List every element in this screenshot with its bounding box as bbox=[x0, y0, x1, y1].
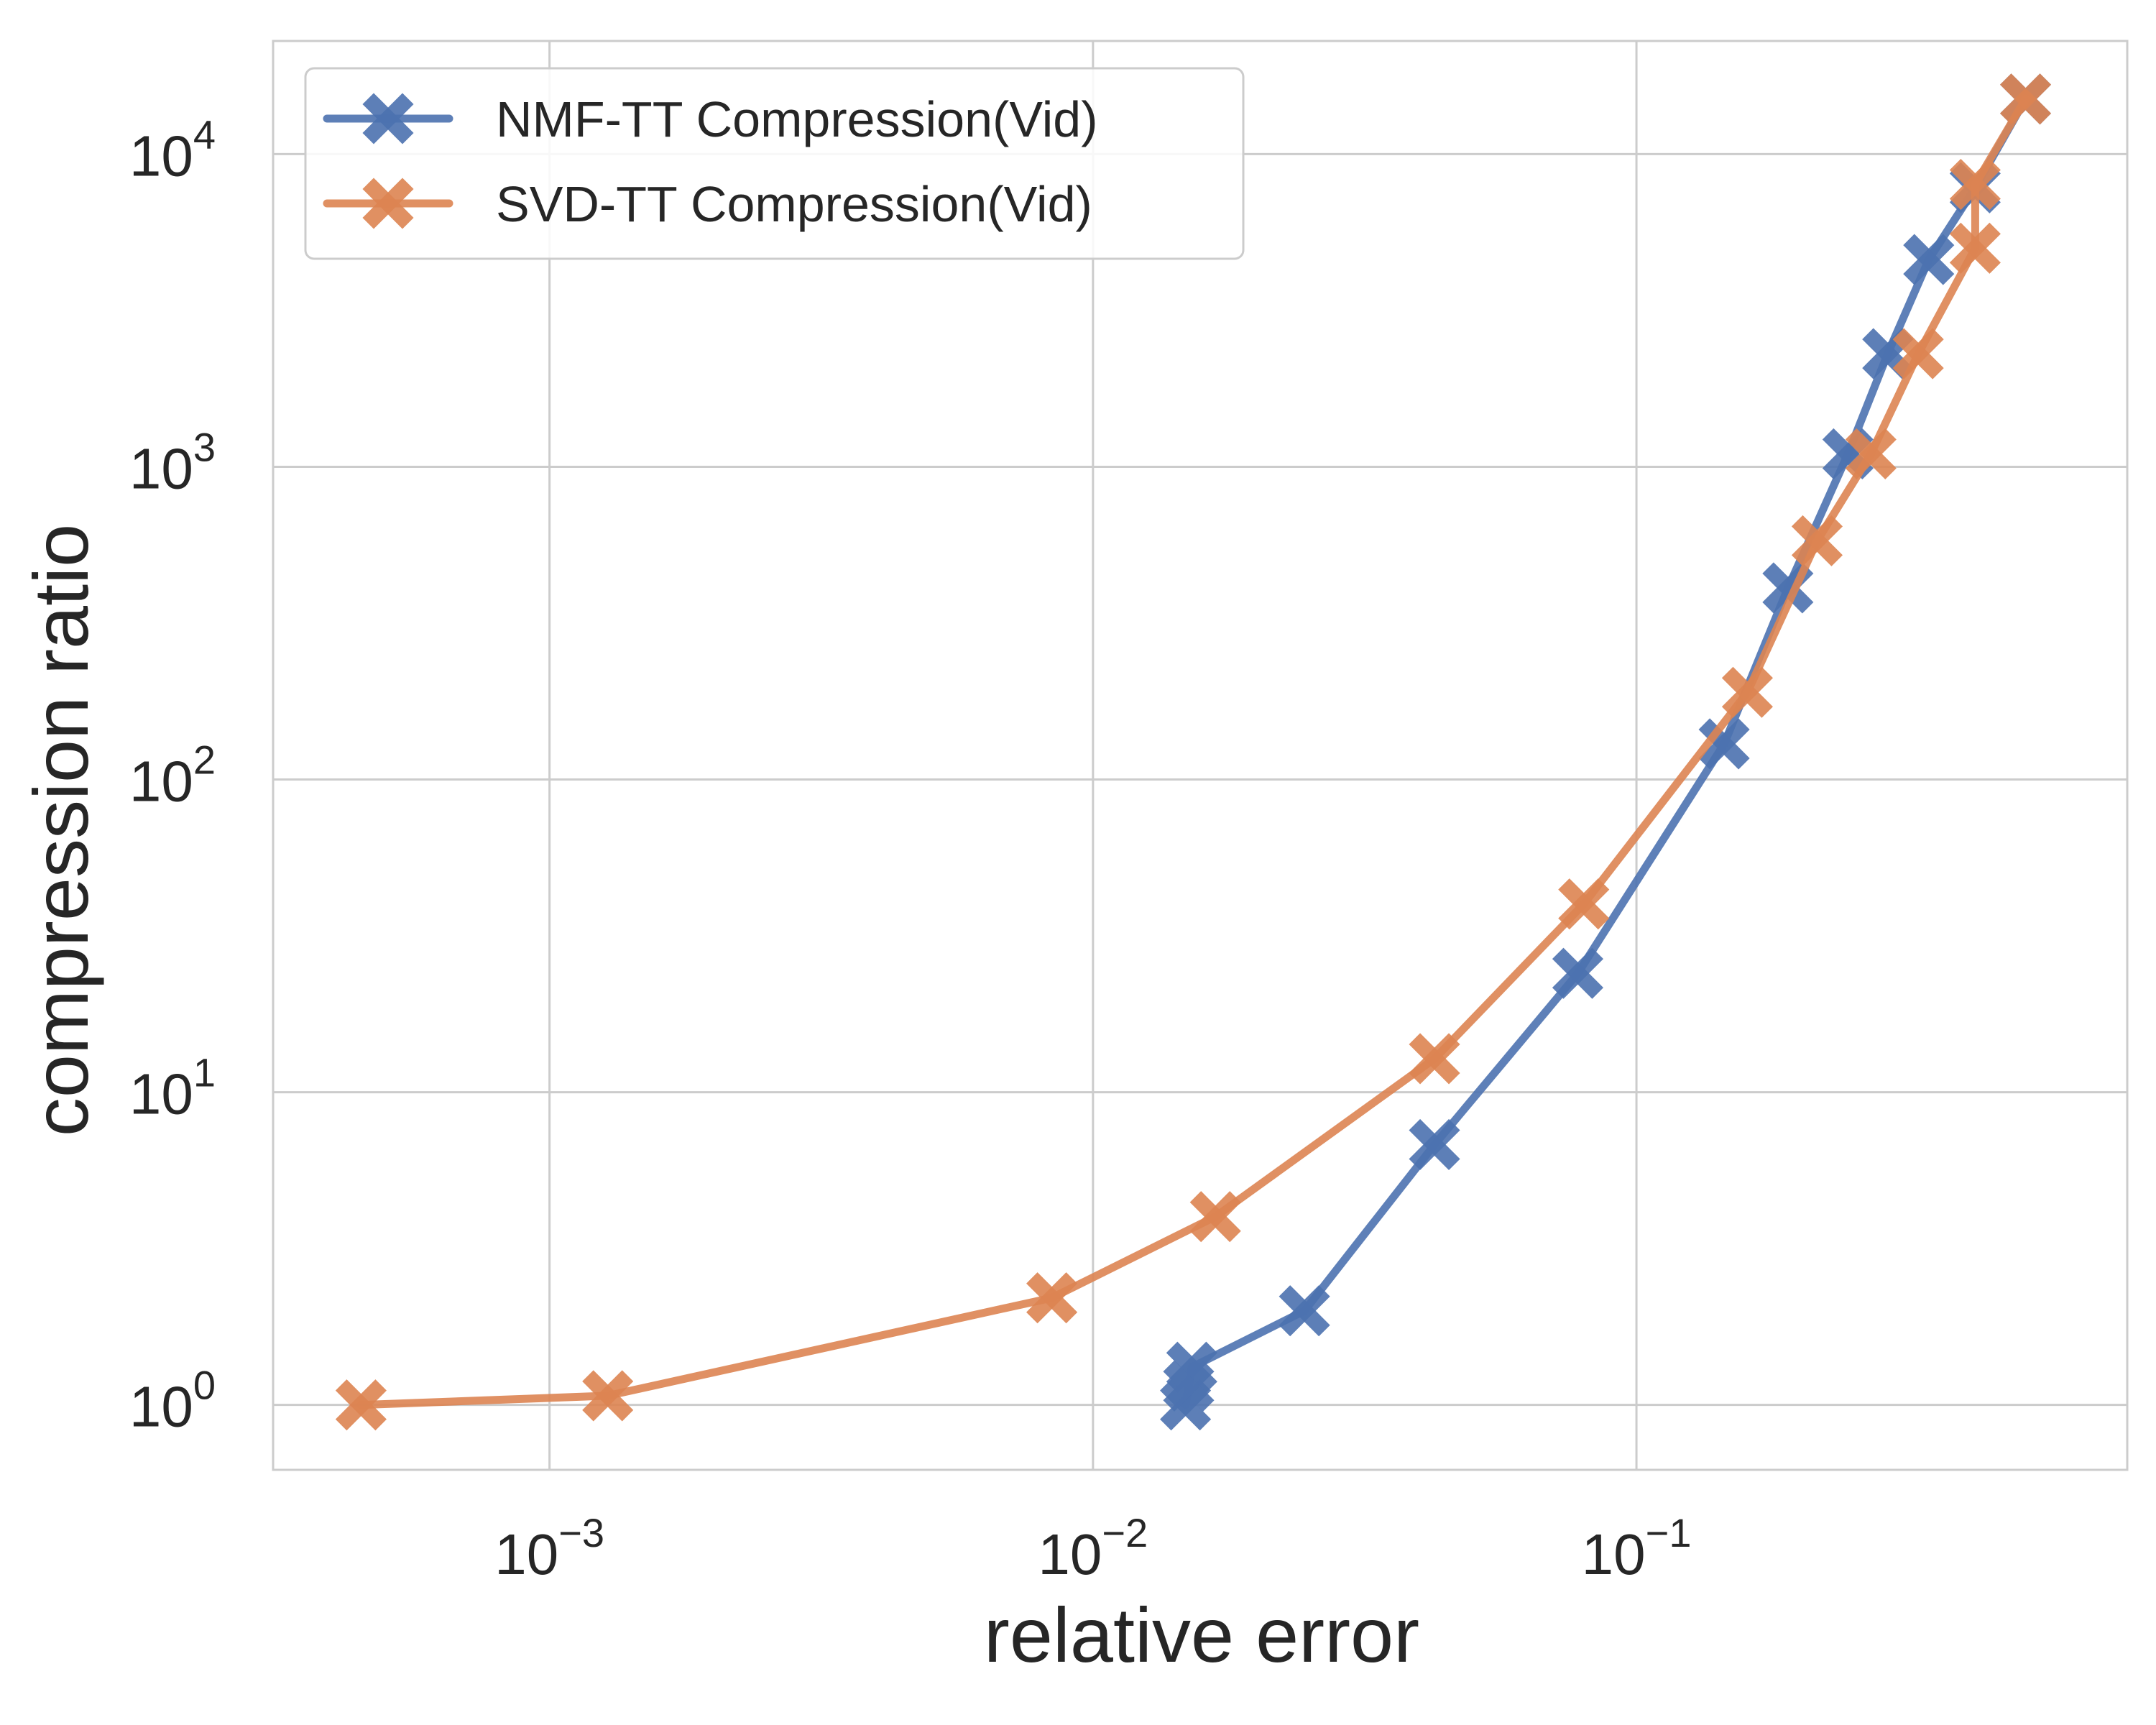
y-tick-exponent: 1 bbox=[193, 1050, 216, 1095]
y-tick-base: 10 bbox=[129, 124, 193, 188]
series-layer bbox=[335, 73, 2052, 1431]
data-point-stroke bbox=[1903, 234, 1955, 285]
y-tick-base: 10 bbox=[129, 1062, 193, 1126]
data-point-stroke bbox=[1552, 947, 1604, 999]
data-point-stroke bbox=[1949, 158, 2001, 211]
data-point bbox=[1949, 222, 2001, 274]
data-point-stroke bbox=[1949, 222, 2001, 274]
y-tick-exponent: 4 bbox=[193, 111, 216, 157]
data-point bbox=[1279, 1285, 1330, 1337]
legend-item: NMF-TT Compression(Vid) bbox=[323, 91, 1098, 147]
data-point-stroke bbox=[1721, 666, 1773, 718]
data-point bbox=[1903, 234, 1955, 285]
y-axis-label: compression ratio bbox=[17, 524, 104, 1136]
data-point-stroke bbox=[1862, 328, 1914, 380]
x-tick-base: 10 bbox=[1038, 1522, 1102, 1586]
y-tick-base: 10 bbox=[129, 436, 193, 500]
x-tick-exponent: −1 bbox=[1646, 1510, 1692, 1555]
legend-marker-stroke bbox=[362, 93, 414, 144]
data-point-stroke bbox=[1166, 1341, 1217, 1393]
data-point bbox=[1845, 428, 1897, 480]
data-point bbox=[1862, 328, 1914, 380]
x-tick-label: 10−3 bbox=[494, 1510, 604, 1586]
data-point-stroke bbox=[1409, 1118, 1460, 1171]
data-point-stroke bbox=[1791, 515, 1843, 566]
series-svd-tt bbox=[335, 73, 2052, 1431]
y-tick-base: 10 bbox=[129, 750, 193, 814]
data-point bbox=[1721, 666, 1773, 718]
legend-item: SVD-TT Compression(Vid) bbox=[323, 176, 1092, 232]
x-tick-label: 10−2 bbox=[1038, 1510, 1148, 1586]
data-point-stroke bbox=[1698, 718, 1750, 770]
data-point-stroke bbox=[1279, 1285, 1330, 1337]
data-point-stroke bbox=[582, 1370, 634, 1422]
x-tick-base: 10 bbox=[1582, 1522, 1646, 1586]
legend-marker bbox=[362, 93, 414, 144]
data-point bbox=[335, 1379, 387, 1431]
legend-frame bbox=[304, 67, 1245, 260]
data-point-stroke bbox=[1999, 73, 2052, 125]
y-tick-label: 101 bbox=[129, 1050, 216, 1126]
legend: NMF-TT Compression(Vid) SVD-TT Compressio… bbox=[304, 67, 1245, 260]
data-point bbox=[1949, 158, 2001, 211]
y-tick-exponent: 3 bbox=[193, 424, 216, 469]
x-tick-base: 10 bbox=[494, 1522, 558, 1586]
y-tick-exponent: 0 bbox=[193, 1363, 216, 1408]
y-tick-label: 102 bbox=[129, 737, 216, 814]
data-point-stroke bbox=[1026, 1272, 1078, 1324]
y-tick-exponent: 2 bbox=[193, 737, 216, 783]
data-point bbox=[1409, 1033, 1460, 1085]
legend-label: SVD-TT Compression(Vid) bbox=[496, 176, 1092, 232]
data-point bbox=[1791, 515, 1843, 566]
data-point-stroke bbox=[1558, 878, 1610, 930]
data-point-stroke bbox=[335, 1379, 387, 1431]
data-point-stroke bbox=[1845, 428, 1897, 480]
legend-label: NMF-TT Compression(Vid) bbox=[496, 91, 1098, 147]
data-point-stroke bbox=[1409, 1033, 1460, 1085]
y-tick-label: 100 bbox=[129, 1363, 216, 1439]
legend-marker-stroke bbox=[362, 178, 414, 229]
y-tick-label: 104 bbox=[129, 111, 216, 188]
data-point bbox=[1999, 73, 2052, 125]
y-tick-base: 10 bbox=[129, 1375, 193, 1439]
x-tick-label: 10−1 bbox=[1582, 1510, 1692, 1586]
x-axis-label: relative error bbox=[984, 1591, 1419, 1678]
data-point bbox=[1409, 1118, 1460, 1171]
data-point bbox=[1166, 1341, 1217, 1393]
data-point bbox=[1026, 1272, 1078, 1324]
data-point-stroke bbox=[1189, 1191, 1241, 1243]
data-point bbox=[1558, 878, 1610, 930]
data-point bbox=[582, 1370, 634, 1422]
x-tick-exponent: −3 bbox=[558, 1510, 604, 1555]
data-point bbox=[1892, 328, 1944, 380]
y-tick-label: 103 bbox=[129, 424, 216, 500]
data-point-stroke bbox=[1892, 328, 1944, 380]
legend-items: NMF-TT Compression(Vid) SVD-TT Compressio… bbox=[323, 91, 1098, 232]
x-tick-exponent: −2 bbox=[1102, 1510, 1148, 1555]
legend-marker bbox=[362, 178, 414, 229]
data-point bbox=[1552, 947, 1604, 999]
data-point bbox=[1189, 1191, 1241, 1243]
plot-area-frame bbox=[272, 40, 2129, 1471]
